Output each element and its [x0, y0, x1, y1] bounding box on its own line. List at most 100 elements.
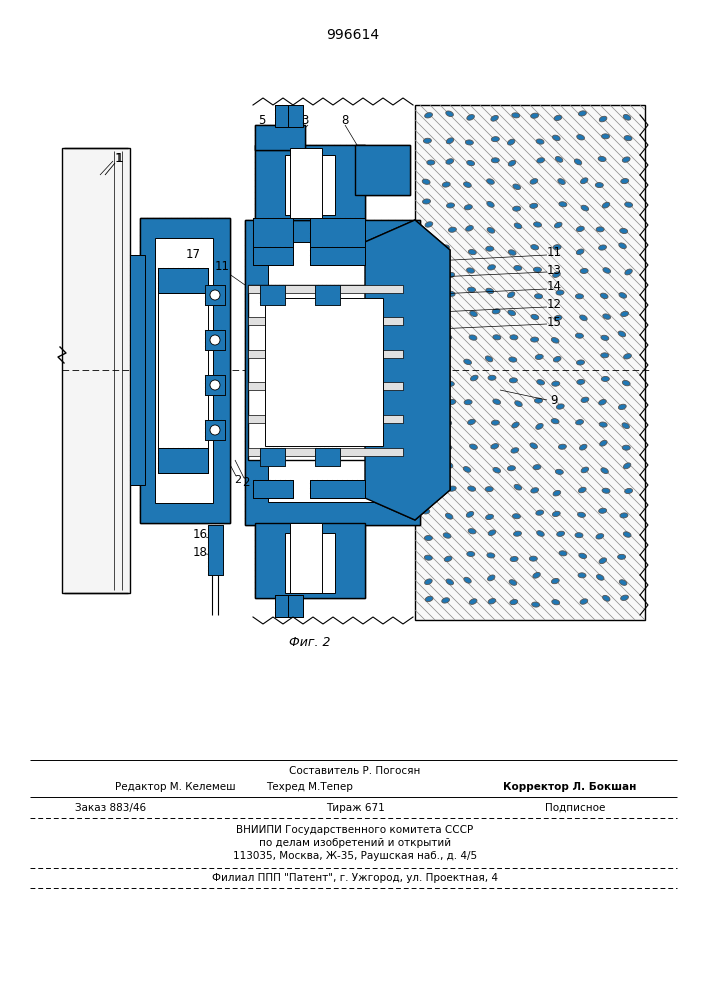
- Ellipse shape: [448, 400, 456, 405]
- Ellipse shape: [578, 573, 586, 578]
- Ellipse shape: [534, 267, 542, 272]
- Ellipse shape: [469, 311, 477, 317]
- Ellipse shape: [577, 379, 585, 384]
- Bar: [255, 523, 365, 598]
- Ellipse shape: [596, 227, 604, 232]
- Ellipse shape: [618, 554, 626, 559]
- Ellipse shape: [446, 579, 453, 585]
- Ellipse shape: [467, 268, 474, 273]
- Ellipse shape: [513, 514, 520, 519]
- Ellipse shape: [530, 203, 538, 208]
- Bar: [260, 448, 285, 466]
- Bar: [253, 218, 293, 248]
- Ellipse shape: [512, 113, 520, 118]
- Ellipse shape: [574, 159, 582, 165]
- Bar: [248, 350, 403, 358]
- Bar: [205, 330, 225, 350]
- Ellipse shape: [531, 245, 539, 250]
- Ellipse shape: [579, 553, 587, 559]
- Text: 1: 1: [116, 151, 124, 164]
- Text: Заказ 883/46: Заказ 883/46: [75, 803, 146, 813]
- Circle shape: [210, 380, 220, 390]
- Ellipse shape: [601, 335, 609, 340]
- Ellipse shape: [444, 420, 452, 425]
- Bar: [248, 382, 403, 390]
- Ellipse shape: [537, 380, 544, 385]
- Bar: [275, 105, 290, 127]
- Ellipse shape: [602, 488, 610, 493]
- Bar: [355, 145, 410, 195]
- Ellipse shape: [426, 489, 433, 494]
- Ellipse shape: [534, 294, 542, 299]
- Ellipse shape: [580, 268, 588, 273]
- Ellipse shape: [533, 465, 541, 470]
- Ellipse shape: [493, 399, 501, 404]
- Bar: [310, 218, 365, 248]
- Text: по делам изобретений и открытий: по делам изобретений и открытий: [259, 838, 451, 848]
- Ellipse shape: [578, 512, 585, 517]
- Ellipse shape: [443, 182, 450, 187]
- Ellipse shape: [601, 468, 608, 474]
- Ellipse shape: [509, 378, 518, 383]
- Text: Техред М.Тепер: Техред М.Тепер: [267, 782, 354, 792]
- Bar: [285, 533, 335, 593]
- Ellipse shape: [619, 243, 626, 249]
- Ellipse shape: [530, 179, 538, 184]
- Ellipse shape: [467, 115, 474, 120]
- Ellipse shape: [444, 335, 452, 340]
- Bar: [310, 218, 365, 248]
- Ellipse shape: [425, 289, 433, 294]
- Text: Фиг. 2: Фиг. 2: [289, 636, 331, 648]
- Text: 16: 16: [192, 528, 207, 542]
- Ellipse shape: [553, 490, 561, 496]
- Ellipse shape: [421, 444, 428, 450]
- Bar: [205, 375, 225, 395]
- Ellipse shape: [621, 311, 629, 317]
- Bar: [158, 448, 208, 473]
- Ellipse shape: [511, 448, 519, 453]
- Ellipse shape: [446, 159, 454, 164]
- Ellipse shape: [421, 422, 429, 427]
- Text: 18: 18: [192, 546, 207, 558]
- Text: 8: 8: [341, 114, 349, 127]
- Ellipse shape: [576, 249, 584, 255]
- Ellipse shape: [486, 514, 493, 520]
- Bar: [205, 285, 225, 305]
- Bar: [315, 448, 340, 466]
- Ellipse shape: [621, 595, 629, 600]
- Bar: [315, 448, 340, 466]
- Bar: [265, 298, 383, 446]
- Ellipse shape: [464, 400, 472, 405]
- Ellipse shape: [600, 440, 607, 446]
- Ellipse shape: [466, 226, 473, 231]
- Ellipse shape: [580, 315, 588, 321]
- Text: 3: 3: [301, 114, 309, 127]
- Bar: [245, 220, 420, 525]
- Ellipse shape: [468, 486, 476, 491]
- Ellipse shape: [445, 462, 453, 468]
- Ellipse shape: [575, 420, 583, 425]
- Ellipse shape: [467, 551, 475, 556]
- Ellipse shape: [600, 422, 607, 427]
- Bar: [253, 218, 293, 248]
- Bar: [158, 448, 208, 473]
- Text: 9: 9: [550, 393, 558, 406]
- Circle shape: [210, 335, 220, 345]
- Bar: [260, 285, 285, 305]
- Text: 11: 11: [547, 246, 561, 259]
- Text: 5: 5: [258, 114, 266, 127]
- Ellipse shape: [602, 134, 609, 139]
- Ellipse shape: [493, 467, 501, 473]
- Ellipse shape: [536, 139, 544, 144]
- Ellipse shape: [448, 486, 456, 491]
- Ellipse shape: [423, 247, 431, 252]
- Bar: [158, 268, 208, 293]
- Bar: [275, 595, 290, 617]
- Ellipse shape: [423, 199, 431, 204]
- Text: 17: 17: [185, 248, 201, 261]
- Ellipse shape: [467, 419, 475, 425]
- Ellipse shape: [427, 160, 435, 165]
- Ellipse shape: [514, 265, 522, 271]
- Ellipse shape: [425, 113, 433, 118]
- Ellipse shape: [622, 423, 629, 429]
